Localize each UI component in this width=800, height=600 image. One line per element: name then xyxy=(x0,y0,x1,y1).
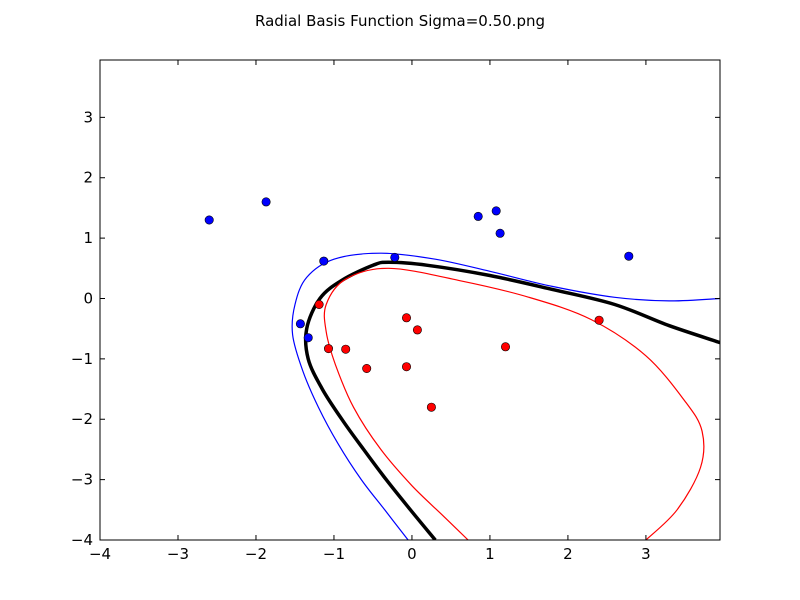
data-point-s0-4 xyxy=(473,211,483,221)
data-point-s1-7 xyxy=(426,402,436,412)
data-point-s1-4 xyxy=(401,313,411,323)
data-point-s0-7 xyxy=(624,251,634,261)
data-point-s1-2 xyxy=(341,344,351,354)
y-tick-label: 2 xyxy=(83,169,93,187)
data-point-s1-6 xyxy=(401,362,411,372)
decision-boundary-curve-0 xyxy=(303,260,720,540)
data-point-s1-9 xyxy=(594,315,604,325)
x-tick-label: −4 xyxy=(89,545,111,563)
x-tick-label: −3 xyxy=(167,545,189,563)
x-tick-label: −1 xyxy=(323,545,345,563)
ticks-layer xyxy=(99,60,720,541)
y-tick-label: −2 xyxy=(71,410,93,428)
y-tick-label: −4 xyxy=(71,531,93,549)
data-point-s0-9 xyxy=(303,333,313,343)
x-tick-label: 1 xyxy=(485,545,495,563)
data-point-s1-8 xyxy=(500,342,510,352)
plot-frame xyxy=(99,59,721,541)
y-tick-label: −1 xyxy=(71,350,93,368)
y-tick-label: −3 xyxy=(71,471,93,489)
chart-title: Radial Basis Function Sigma=0.50.png xyxy=(255,12,545,30)
tick-labels-layer: −4 −3 −2 −1 0 1 2 3 −4 −3 −2 −1 0 1 2 3 xyxy=(71,108,651,563)
data-point-s1-5 xyxy=(412,325,422,335)
x-tick-label: 3 xyxy=(641,545,651,563)
data-point-s0-2 xyxy=(319,256,329,266)
data-point-s1-1 xyxy=(323,344,333,354)
curves-layer xyxy=(291,252,720,540)
margin-curve-2 xyxy=(323,267,705,540)
data-point-s0-5 xyxy=(491,206,501,216)
data-point-s0-3 xyxy=(390,252,400,262)
data-point-s0-8 xyxy=(295,319,305,329)
plot-area xyxy=(100,60,720,540)
data-point-s1-0 xyxy=(314,299,324,309)
y-tick-label: 0 xyxy=(83,289,93,307)
x-tick-label: 0 xyxy=(407,545,417,563)
y-tick-label: 3 xyxy=(83,108,93,126)
points-layer xyxy=(204,197,634,412)
data-point-s0-1 xyxy=(261,197,271,207)
x-tick-label: −2 xyxy=(245,545,267,563)
margin-curve-1 xyxy=(291,252,720,540)
x-tick-label: 2 xyxy=(563,545,573,563)
data-point-s1-3 xyxy=(362,363,372,373)
y-tick-label: 1 xyxy=(83,229,93,247)
data-point-s0-6 xyxy=(495,228,505,238)
data-point-s0-0 xyxy=(204,215,214,225)
